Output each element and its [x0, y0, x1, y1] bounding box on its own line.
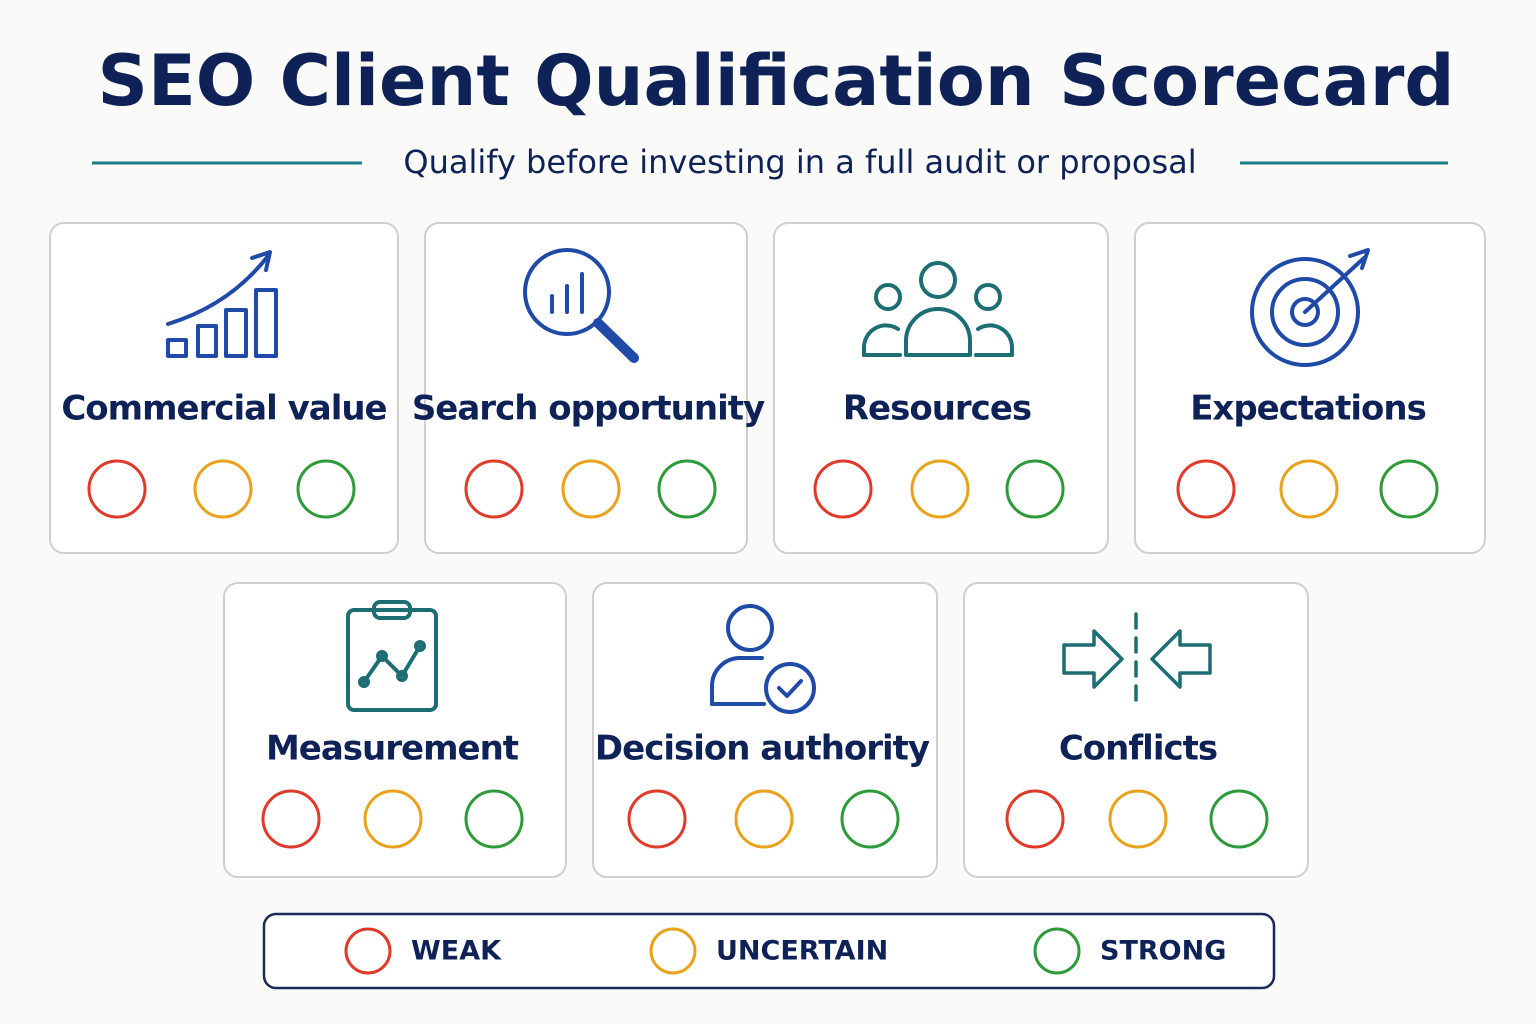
rating-circle [87, 459, 147, 519]
card [773, 222, 1109, 554]
legend-label: STRONG [1100, 936, 1226, 967]
card [223, 582, 567, 878]
rating-circle [734, 789, 794, 849]
legend-swatch [649, 927, 697, 975]
rating-circle [1108, 789, 1168, 849]
rating-circle [813, 459, 873, 519]
card-label: Decision authority [595, 729, 930, 769]
card [963, 582, 1309, 878]
card [1134, 222, 1486, 554]
rating-circle [840, 789, 900, 849]
card-label: Search opportunity [412, 389, 765, 429]
rating-circle [561, 459, 621, 519]
rating-circle [464, 789, 524, 849]
card-label: Expectations [1190, 389, 1426, 429]
card-label: Resources [843, 389, 1031, 429]
rating-circle [464, 459, 524, 519]
legend-label: UNCERTAIN [716, 936, 888, 967]
icon-search [523, 248, 639, 363]
card-label: Commercial value [61, 389, 386, 429]
rating-circle [910, 459, 970, 519]
title: SEO Client Qualification Scorecard [98, 40, 1455, 122]
legend [262, 912, 1276, 990]
rating-circle [1176, 459, 1236, 519]
cards [49, 222, 1486, 878]
rating-circle [1279, 459, 1339, 519]
rating-circle [193, 459, 253, 519]
rating-circle [1209, 789, 1269, 849]
rating-circle [1379, 459, 1439, 519]
icon-target [1250, 248, 1370, 367]
icon-growth [166, 250, 278, 358]
rating-circle [1005, 459, 1065, 519]
legend-swatch [1033, 927, 1081, 975]
legend-label: WEAK [411, 936, 502, 967]
rating-circle [296, 459, 356, 519]
rating-circle [363, 789, 423, 849]
rating-circle [657, 459, 717, 519]
icon-authority [710, 604, 816, 714]
legend-swatch [344, 927, 392, 975]
rating-circle [261, 789, 321, 849]
rating-circle [627, 789, 687, 849]
card-label: Measurement [266, 729, 519, 769]
icon-clipboard [346, 600, 438, 712]
card-label: Conflicts [1059, 729, 1217, 769]
subtitle: Qualify before investing in a full audit… [403, 143, 1196, 181]
rating-circle [1005, 789, 1065, 849]
icon-people [862, 261, 1014, 357]
icon-conflicts [1062, 612, 1212, 708]
